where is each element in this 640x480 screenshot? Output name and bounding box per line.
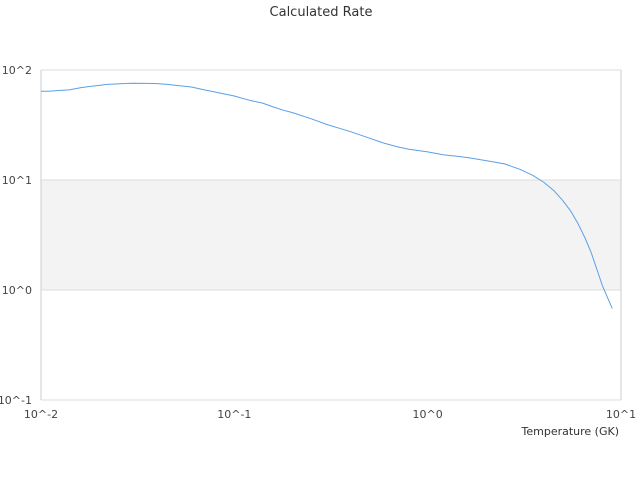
y-tick-label: 10^-1 [0,394,32,407]
chart-title: Calculated Rate [270,5,373,20]
x-tick-label: 10^0 [413,408,443,421]
y-tick-label: 10^1 [2,174,32,187]
y-band [41,180,621,290]
series-line [41,82,613,309]
x-tick-label: 10^1 [606,408,636,421]
x-tick-label: 10^-1 [217,408,251,421]
y-tick-label: 10^0 [2,284,32,297]
x-axis-title: Temperature (GK) [521,425,620,438]
plot-area: 10^-110^010^110^210^-2 10^-1 10^0 10^1 [0,64,636,421]
y-tick-label: 10^2 [2,64,32,77]
x-tick-label: 10^-2 [24,408,58,421]
